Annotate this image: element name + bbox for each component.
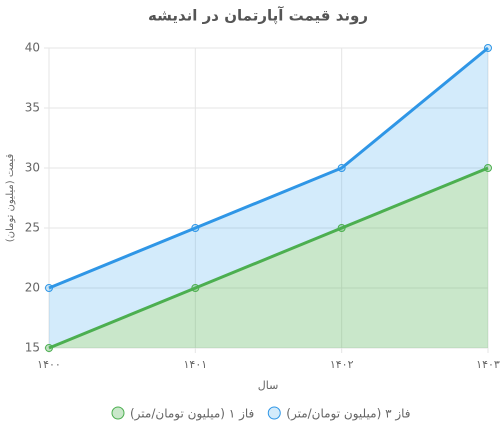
y-tick-label: 25 (25, 221, 40, 235)
x-axis-label: سال (258, 379, 279, 392)
line (48, 46, 489, 290)
line (48, 166, 489, 350)
point (337, 224, 346, 232)
legend-label: فاز ۳ (میلیون تومان/متر) (286, 407, 410, 422)
point (191, 224, 200, 232)
y-axis-label: قیمت (میلیون تومان) (5, 154, 16, 243)
y-tick-label: 15 (25, 341, 40, 355)
x-tick-label: ۱۴۰۳ (476, 358, 500, 371)
x-tick-label: ۱۴۰۱ (184, 358, 208, 371)
x-tick-label: ۱۴۰۰ (37, 358, 61, 371)
point (484, 44, 492, 52)
point (45, 284, 53, 292)
y-tick-label: 30 (25, 161, 40, 175)
chart-title: روند قیمت آپارتمان در اندیشه (148, 7, 368, 26)
y-tick-label: 40 (25, 41, 40, 55)
y-tick-label: 35 (25, 101, 40, 115)
point (337, 164, 346, 172)
point (45, 344, 53, 352)
x-tick-label: ۱۴۰۲ (330, 358, 354, 371)
legend-marker (267, 406, 281, 420)
legend-marker (111, 406, 125, 420)
point (191, 284, 200, 292)
legend-label: فاز ۱ (میلیون تومان/متر) (130, 407, 254, 422)
point (484, 164, 492, 172)
y-tick-label: 20 (25, 281, 40, 295)
